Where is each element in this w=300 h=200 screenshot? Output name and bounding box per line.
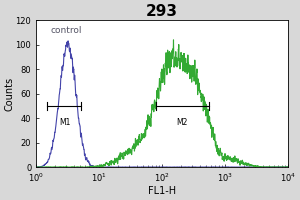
Y-axis label: Counts: Counts	[4, 77, 14, 111]
Text: M1: M1	[59, 118, 70, 127]
X-axis label: FL1-H: FL1-H	[148, 186, 176, 196]
Text: M2: M2	[177, 118, 188, 127]
Text: control: control	[50, 26, 82, 35]
Title: 293: 293	[146, 4, 178, 19]
